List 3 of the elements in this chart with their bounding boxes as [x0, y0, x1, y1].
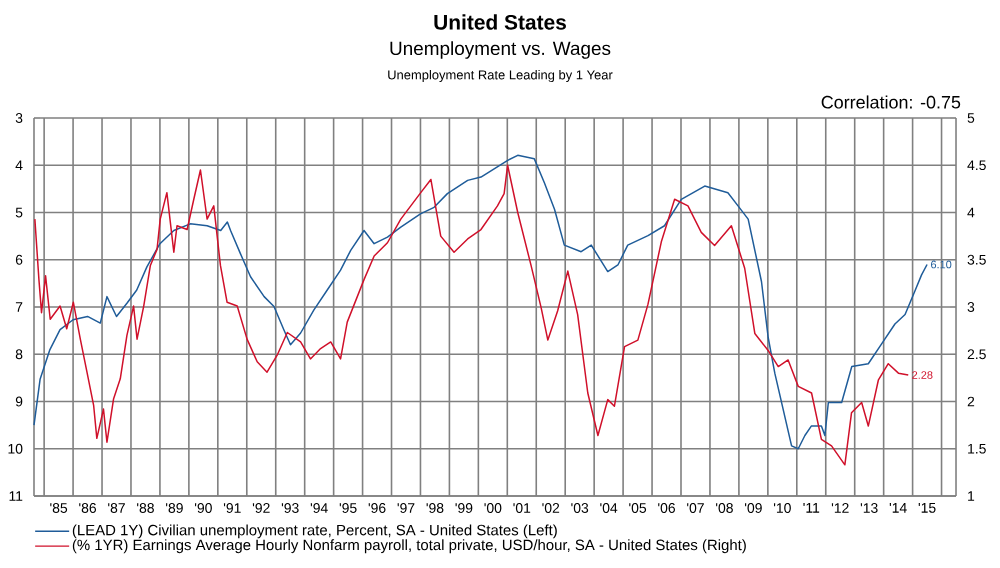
text: Correlation: -0.75 [821, 95, 961, 109]
chart-subtitle: Unemployment vs. Wages [390, 41, 611, 59]
chart-title: United States [434, 14, 566, 30]
